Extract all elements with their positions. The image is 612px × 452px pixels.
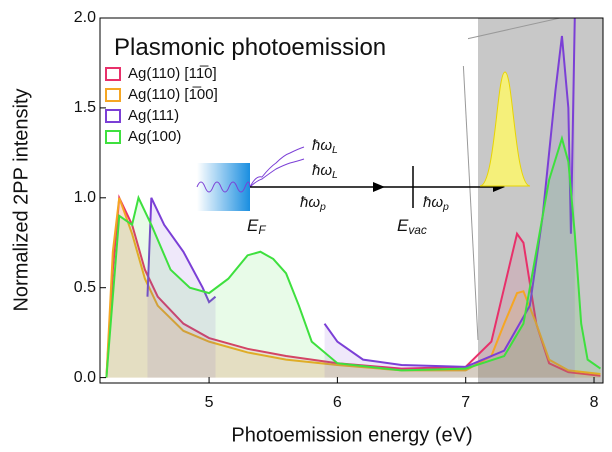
annotation-sub: L bbox=[332, 169, 338, 181]
y-tick-label: 1.0 bbox=[74, 189, 96, 206]
annotation: ħωp bbox=[423, 194, 449, 213]
annotation: Evac bbox=[397, 216, 427, 237]
area bbox=[147, 197, 216, 378]
legend-label: Ag(111) bbox=[128, 107, 179, 124]
annotation-text: ħω bbox=[300, 194, 320, 211]
annotation: ħωL bbox=[312, 162, 338, 181]
guide-line bbox=[461, 39, 479, 341]
annotation-text: Plasmonic photoemission bbox=[114, 34, 386, 61]
annotation-text: ħω bbox=[423, 194, 443, 211]
annotation: ħωp bbox=[300, 194, 326, 213]
annotation-text: E bbox=[397, 216, 409, 235]
y-axis-label: Normalized 2PP intensity bbox=[10, 88, 32, 311]
legend-label: Ag(100) bbox=[128, 128, 181, 145]
y-tick-label: 0.0 bbox=[74, 369, 96, 386]
legend-label: Ag(110) [11̅0] bbox=[128, 65, 217, 82]
x-tick-label: 6 bbox=[333, 394, 342, 411]
plot-frame bbox=[99, 17, 604, 384]
annotation-sub: vac bbox=[408, 223, 427, 237]
legend-swatch bbox=[105, 109, 121, 123]
legend-swatch bbox=[105, 130, 121, 144]
area bbox=[324, 18, 575, 378]
annotation-text: ħω bbox=[312, 137, 332, 154]
y-tick-label: 2.0 bbox=[74, 9, 96, 26]
legend-swatch bbox=[105, 88, 121, 102]
inset-diagram bbox=[196, 71, 531, 211]
area bbox=[106, 138, 601, 378]
x-tick-label: 7 bbox=[461, 394, 470, 411]
series-line bbox=[146, 18, 576, 368]
annotation-sub: L bbox=[332, 144, 338, 156]
annotation-sub: F bbox=[258, 223, 266, 237]
annotation-sub: p bbox=[319, 201, 326, 213]
annotation-text: ħω bbox=[312, 162, 332, 179]
x-axis-label: Photoemission energy (eV) bbox=[231, 424, 472, 446]
area bbox=[106, 197, 601, 378]
annotation-sub: p bbox=[442, 201, 449, 213]
x-tick-label: 5 bbox=[205, 394, 214, 411]
annotation: EF bbox=[247, 216, 266, 237]
title-box bbox=[110, 32, 468, 66]
series-line bbox=[105, 134, 602, 378]
y-tick-label: 0.5 bbox=[74, 279, 96, 296]
area bbox=[106, 197, 601, 378]
guide-line bbox=[461, 17, 561, 41]
legend-swatch bbox=[105, 67, 121, 81]
y-tick-label: 1.5 bbox=[74, 99, 96, 116]
annotation-text: E bbox=[247, 216, 259, 235]
series-line bbox=[105, 197, 601, 378]
annotation: ħωL bbox=[312, 137, 338, 156]
x-tick-label: 8 bbox=[590, 394, 599, 411]
annotation: Plasmonic photoemission bbox=[114, 34, 386, 61]
legend-label: Ag(110) [1̅00] bbox=[128, 86, 218, 103]
